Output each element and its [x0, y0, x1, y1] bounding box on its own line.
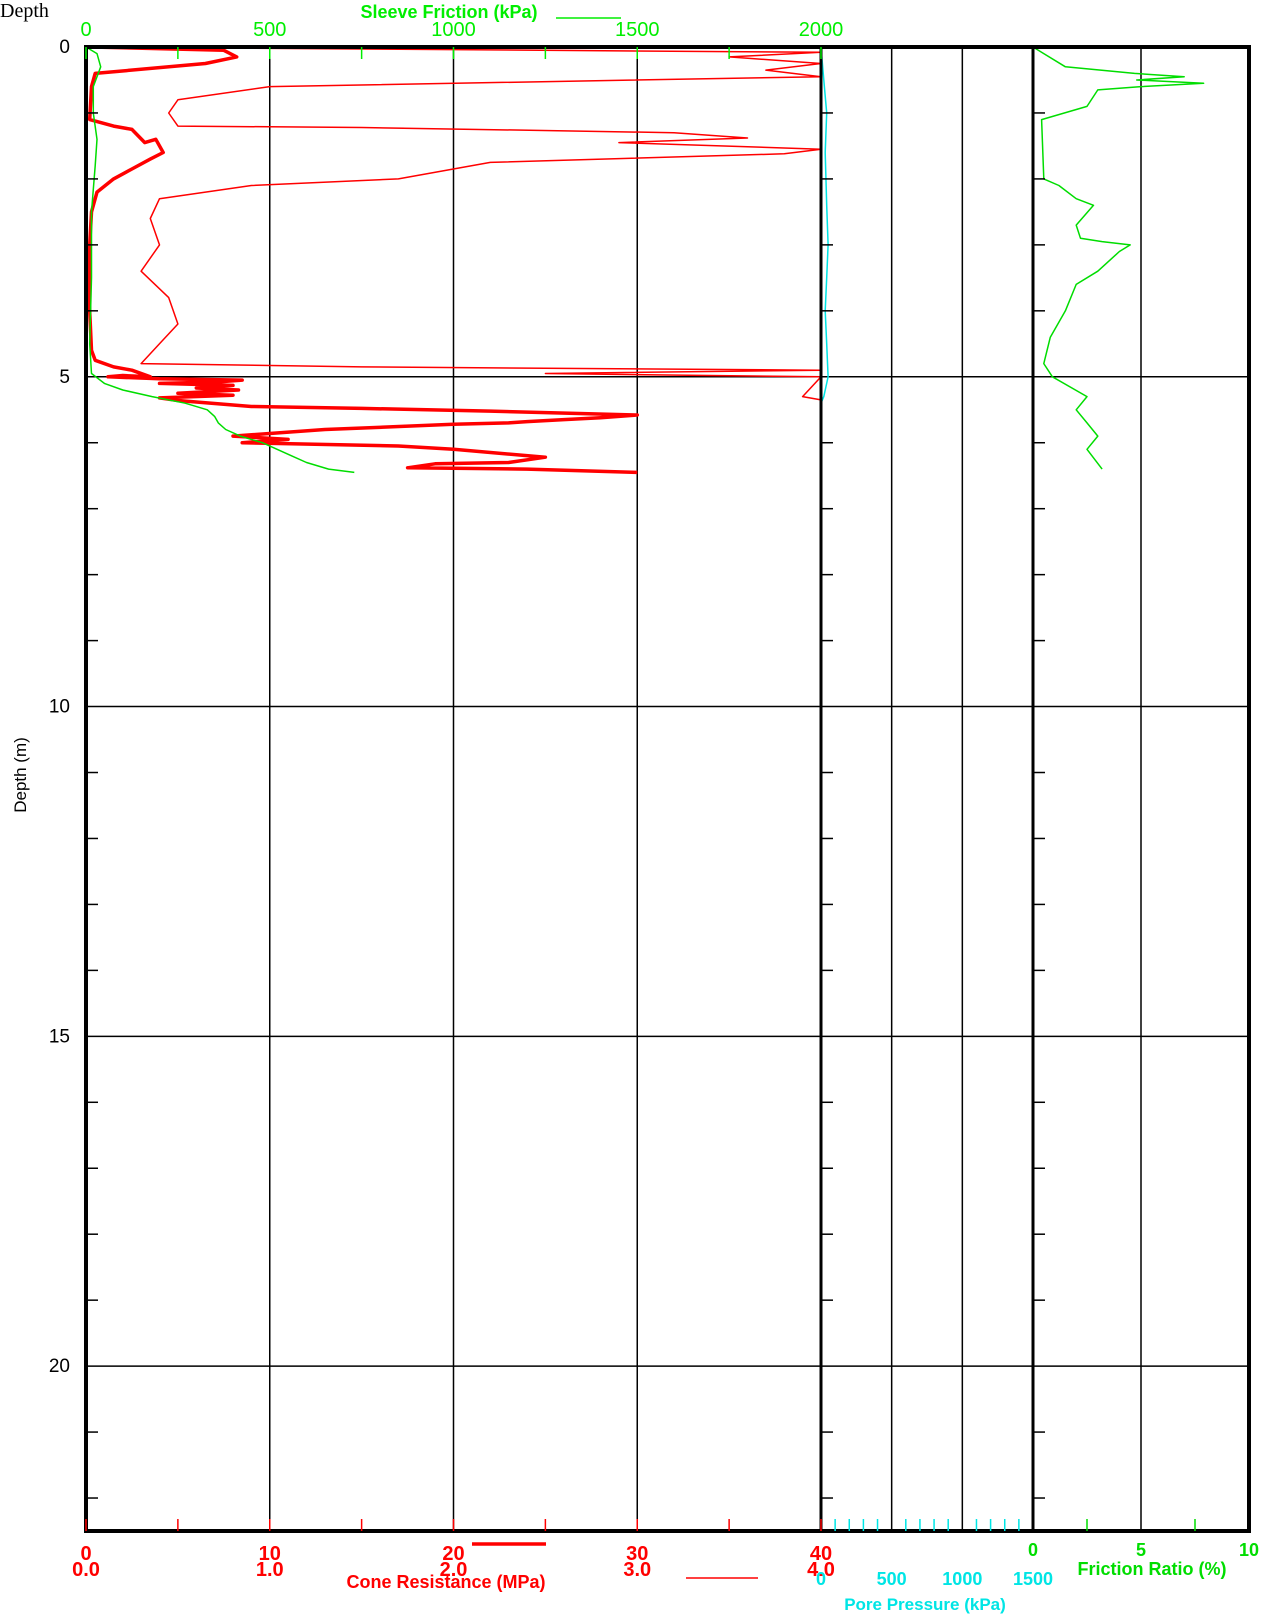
- cone-resistance-secondary-tick-label: 2.0: [440, 1559, 468, 1581]
- depth-tick-label: 5: [59, 367, 70, 388]
- cone-resistance-secondary-tick-label: 0.0: [72, 1559, 100, 1581]
- friction-ratio-axis-label: Friction Ratio (%): [1078, 1559, 1227, 1579]
- depth-tick-label: 0: [59, 37, 70, 58]
- depth-tick-label: 15: [49, 1026, 70, 1047]
- cone-resistance-secondary-tick-label: 4.0: [807, 1559, 835, 1581]
- pore-pressure-tick-label: 500: [877, 1569, 907, 1589]
- sleeve-friction-tick-label: 1000: [431, 19, 476, 41]
- sleeve-friction-tick-label: 1500: [615, 19, 660, 41]
- cone-resistance-secondary-tick-label: 3.0: [623, 1559, 651, 1581]
- sleeve-friction-tick-label: 500: [253, 19, 286, 41]
- fs-trace: [85, 46, 355, 474]
- friction-ratio-tick-label: 10: [1239, 1540, 1259, 1560]
- sleeve-friction-tick-label: 2000: [799, 19, 844, 41]
- cone-resistance-tick-label: 40: [810, 1543, 832, 1565]
- depth-tick-label: 10: [49, 697, 70, 718]
- cone-resistance-axis-label: Cone Resistance (MPa): [346, 1572, 545, 1592]
- friction-ratio-tick-label: 0: [1028, 1540, 1038, 1560]
- rf-trace: [1032, 46, 1205, 470]
- grid-lines: [86, 47, 1249, 1531]
- sleeve-friction-tick-label: 0: [80, 19, 91, 41]
- friction-ratio-tick-label: 5: [1136, 1540, 1146, 1560]
- panel-frames: [84, 45, 1251, 1533]
- outer-frame: [84, 45, 1251, 1533]
- pore-pressure-tick-label: 0: [816, 1569, 826, 1589]
- pore-pressure-axis-label: Pore Pressure (kPa): [844, 1595, 1006, 1614]
- pore-pressure-tick-label: 1500: [1013, 1569, 1053, 1589]
- cone-resistance-tick-label: 10: [259, 1543, 281, 1565]
- pore-pressure-tick-label: 1000: [942, 1569, 982, 1589]
- qc_thin-trace: [85, 46, 822, 473]
- data-traces: [85, 45, 1205, 475]
- sleeve-friction-axis-label: Sleeve Friction (kPa): [360, 2, 537, 22]
- cone-resistance-tick-label: 30: [626, 1543, 648, 1565]
- cone-resistance-secondary-tick-label: 1.0: [256, 1559, 284, 1581]
- axis-ticks: [85, 47, 1196, 1531]
- depth-tick-label: 20: [49, 1356, 70, 1377]
- cone-resistance-tick-label: 20: [442, 1543, 464, 1565]
- page-header-text: Depth: [0, 0, 49, 22]
- depth-axis-label: Depth (m): [11, 737, 30, 813]
- cone-resistance-tick-label: 0: [80, 1543, 91, 1565]
- qc_thick-trace: [87, 45, 640, 475]
